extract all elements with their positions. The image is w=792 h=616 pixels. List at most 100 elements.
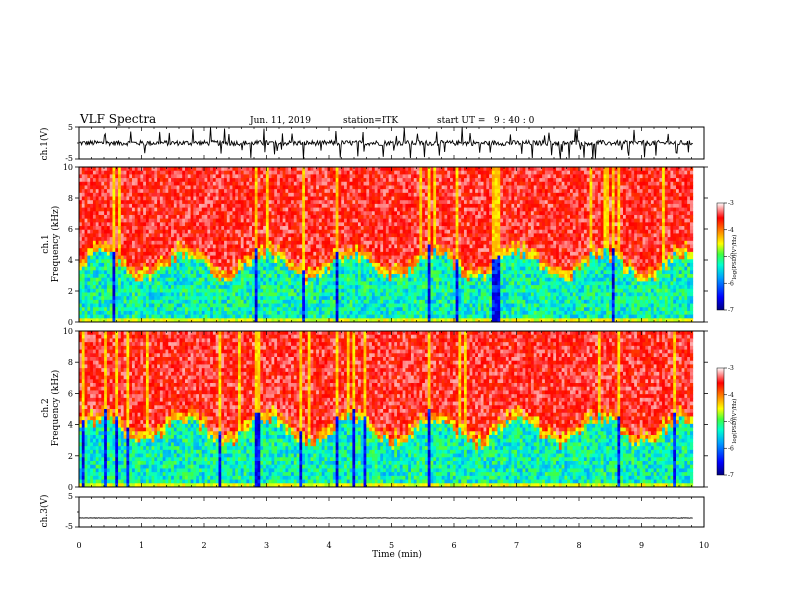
ch1-spec-cell [258,263,261,267]
ch1-spec-cell [118,193,121,197]
ch1-spec-cell [266,259,269,263]
ch1-spec-cell [96,259,99,263]
ch1-spec-cell [330,281,333,285]
ch1-spec-cell [104,174,107,178]
ch1-spec-cell [305,245,308,249]
ch1-spec-cell [336,270,339,274]
ch1-spec-cell [271,185,274,189]
ch1-spec-cell [263,292,266,296]
ch1-spec-cell [283,263,286,267]
ch1-spec-cell [154,252,157,256]
ch1-ytick-top: 5 [68,123,73,132]
ch1-spec-cell [297,200,300,204]
ch1-spec-cell [291,278,294,282]
ch1-spec-cell [210,215,213,219]
ch1-spec-cell [165,197,168,201]
ch1-spec-cell [330,208,333,212]
ch1-spec-cell [313,219,316,223]
ch1-spec-cell [252,197,255,201]
ch1-spec-cell [330,307,333,311]
ch1-spec-cell [163,185,166,189]
ch1-spec-cell [168,182,171,186]
ch1-spec-cell [182,245,185,249]
ch1-spec-cell [341,171,344,175]
ch1-spec-cell [260,245,263,249]
ch1-spec-cell [325,222,328,226]
ch1-spec-cell [110,215,113,219]
ch1-spec-cell [149,193,152,197]
ch1-spec-cell [391,289,394,293]
ch1-spec-cell [352,285,355,289]
ch1-spec-cell [205,226,208,230]
ch1-spec-cell [313,311,316,315]
ch1-spec-cell [177,278,180,282]
ch1-spec-cell [255,189,258,193]
ch1-spec-cell [238,263,241,267]
ch1-spec-cell [338,315,341,319]
ch1-spec-cell [325,182,328,186]
ch1-spec-cell [224,248,227,252]
ch1-spec-cell [87,267,90,271]
ch1-spec-cell [366,289,369,293]
ch1-spec-cell [358,193,361,197]
ch1-spec-cell [369,267,372,271]
ch1-spec-cell [313,230,316,234]
ch1-spec-cell [389,304,392,308]
ch1-spec-cell [188,167,191,171]
ch1-spec-cell [207,259,210,263]
ch1-spec-cell [361,178,364,182]
ch1-spec-cell [165,204,168,208]
ch1-spec-cell [188,233,191,237]
ch1-spec-cell [364,211,367,215]
ch1-spec-cell [163,193,166,197]
ch1-spec-cell [344,278,347,282]
ch1-spec-cell [126,197,129,201]
ch1-spec-cell [319,263,322,267]
ch1-spec-cell [297,219,300,223]
ch1-spec-cell [383,178,386,182]
ch1-spec-cell [333,230,336,234]
ch1-spec-cell [400,189,403,193]
ch1-spec-cell [174,267,177,271]
ch1-spec-cell [224,197,227,201]
ch1-spec-cell [196,281,199,285]
ch1-spec-cell [85,189,88,193]
ch1-spec-cell [129,174,132,178]
ch1-spec-cell [191,222,194,226]
ch1-spec-cell [115,281,118,285]
ch1-spec-cell [316,237,319,241]
ch1-spec-cell [252,211,255,215]
ch1-spec-cell [121,182,124,186]
ch1-spec-cell [227,267,230,271]
ch1-spec-cell [252,274,255,278]
ch1-spec-cell [330,267,333,271]
ch1-spec-cell [252,174,255,178]
ch1-spec-cell [193,185,196,189]
ch1-spec-cell [336,219,339,223]
ch1-spec-cell [126,270,129,274]
ch1-spec-cell [369,193,372,197]
ch1-spec-cell [202,267,205,271]
ch1-spec-cell [258,296,261,300]
ch1-spec-cell [101,178,104,182]
ch1-spec-cell [135,289,138,293]
ch1-spec-cell [193,311,196,315]
ch1-spec-cell [327,263,330,267]
ch1-spec-cell [241,241,244,245]
ch1-spec-cell [330,241,333,245]
ch1-spec-cell [210,189,213,193]
ch1-spec-cell [101,233,104,237]
ch1-spec-cell [271,270,274,274]
ch1-spec-cell [235,263,238,267]
ch1-spec-cell [232,289,235,293]
ch1-spec-cell [285,241,288,245]
ch1-spec-cell [280,204,283,208]
ch1-spec-cell [277,208,280,212]
ch1-spec-cell [235,300,238,304]
ch1-spec-cell [174,237,177,241]
ch1-spec-cell [347,204,350,208]
ch1-spec-cell [171,270,174,274]
ch1-spec-cell [369,241,372,245]
ch1-spec-cell [96,178,99,182]
ch1-spec-cell [124,233,127,237]
